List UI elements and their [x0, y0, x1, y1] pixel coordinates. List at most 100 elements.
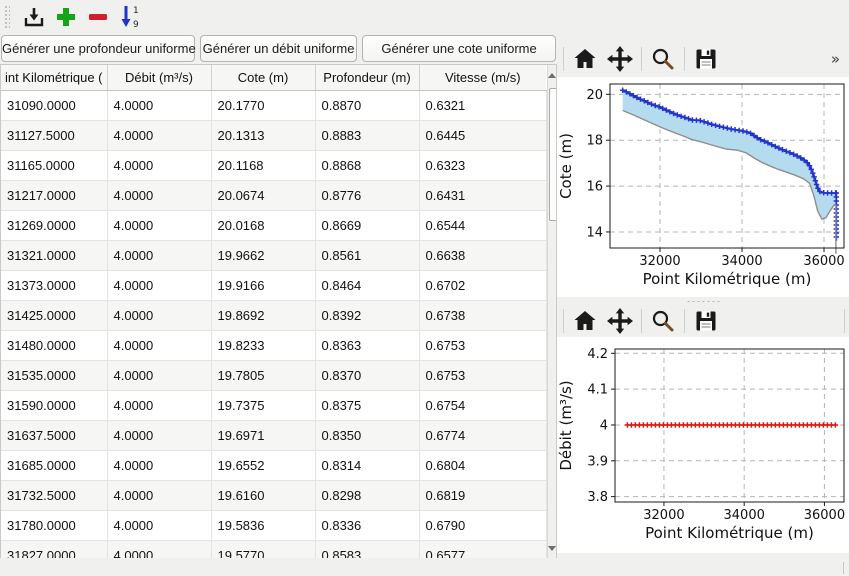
table-scrollbar[interactable]	[546, 65, 557, 558]
table-cell[interactable]: 19.7375	[211, 390, 316, 421]
table-cell[interactable]: 31373.0000	[1, 270, 108, 301]
table-cell[interactable]: 20.0674	[211, 180, 316, 211]
table-cell[interactable]: 20.1770	[211, 90, 316, 121]
table-cell[interactable]: 0.6323	[419, 150, 547, 181]
cote-chart-canvas[interactable]: 32000 34000 36000 14 16 18 20 Point Kilométriqu…	[557, 77, 849, 297]
table-cell[interactable]: 0.6702	[419, 270, 547, 301]
table-cell[interactable]: 0.8314	[315, 450, 420, 481]
table-cell[interactable]: 0.8370	[315, 360, 420, 391]
table-cell[interactable]: 0.6544	[419, 210, 547, 241]
chart1-pan-button[interactable]	[606, 45, 634, 73]
table-cell[interactable]: 0.6445	[419, 120, 547, 151]
generate-debit-button[interactable]: Générer un débit uniforme	[200, 35, 358, 62]
table-cell[interactable]: 31637.5000	[1, 420, 108, 451]
table-cell[interactable]: 0.6804	[419, 450, 547, 481]
table-cell[interactable]: 4.0000	[107, 360, 212, 391]
table-cell[interactable]: 0.6321	[419, 90, 547, 121]
column-header-0[interactable]: int Kilométrique (	[1, 65, 108, 91]
table-cell[interactable]: 31535.0000	[1, 360, 108, 391]
table-cell[interactable]: 0.8375	[315, 390, 420, 421]
table-cell[interactable]: 19.6971	[211, 420, 316, 451]
table-cell[interactable]: 4.0000	[107, 300, 212, 331]
table-cell[interactable]: 31217.0000	[1, 180, 108, 211]
table-cell[interactable]: 31685.0000	[1, 450, 108, 481]
table-cell[interactable]: 4.0000	[107, 420, 212, 451]
table-cell[interactable]: 19.9166	[211, 270, 316, 301]
table-cell[interactable]: 4.0000	[107, 180, 212, 211]
sort-rows-button[interactable]: 1 9	[114, 2, 146, 31]
table-cell[interactable]: 19.7805	[211, 360, 316, 391]
table-cell[interactable]: 31480.0000	[1, 330, 108, 361]
table-cell[interactable]: 19.5836	[211, 510, 316, 541]
table-cell[interactable]: 0.8669	[315, 210, 420, 241]
table-cell[interactable]: 19.9662	[211, 240, 316, 271]
add-row-button[interactable]	[50, 2, 82, 31]
table-cell[interactable]: 20.0168	[211, 210, 316, 241]
table-cell[interactable]: 0.6738	[419, 300, 547, 331]
import-table-button[interactable]	[18, 2, 50, 31]
column-header-2[interactable]: Cote (m)	[211, 65, 316, 91]
table-cell[interactable]: 19.8233	[211, 330, 316, 361]
toolbar-grip[interactable]	[3, 3, 10, 30]
column-header-1[interactable]: Débit (m³/s)	[107, 65, 212, 91]
table-cell[interactable]: 0.8350	[315, 420, 420, 451]
table-cell[interactable]: 0.8464	[315, 270, 420, 301]
table-cell[interactable]: 19.8692	[211, 300, 316, 331]
charts-splitter-handle[interactable]	[557, 297, 849, 304]
table-cell[interactable]: 31127.5000	[1, 120, 108, 151]
table-cell[interactable]: 0.8363	[315, 330, 420, 361]
chart2-pan-button[interactable]	[606, 307, 634, 335]
table-cell[interactable]: 20.1313	[211, 120, 316, 151]
table-cell[interactable]: 4.0000	[107, 240, 212, 271]
column-header-4[interactable]: Vitesse (m/s)	[419, 65, 546, 91]
table-cell[interactable]: 31827.0000	[1, 540, 108, 558]
table-cell[interactable]: 4.0000	[107, 150, 212, 181]
table-cell[interactable]: 0.8392	[315, 300, 420, 331]
table-cell[interactable]: 31590.0000	[1, 390, 108, 421]
table-cell[interactable]: 19.6160	[211, 480, 316, 511]
table-cell[interactable]: 0.8883	[315, 120, 420, 151]
table-cell[interactable]: 0.6753	[419, 360, 547, 391]
table-cell[interactable]: 0.6577	[419, 540, 547, 558]
table-cell[interactable]: 4.0000	[107, 480, 212, 511]
table-cell[interactable]: 31321.0000	[1, 240, 108, 271]
chart1-home-button[interactable]	[571, 45, 599, 73]
table-cell[interactable]: 0.8298	[315, 480, 420, 511]
table-cell[interactable]: 4.0000	[107, 270, 212, 301]
table-cell[interactable]: 0.8776	[315, 180, 420, 211]
table-cell[interactable]: 19.5770	[211, 540, 316, 558]
scroll-down-button[interactable]	[547, 538, 557, 558]
scroll-up-button[interactable]	[547, 65, 557, 85]
table-cell[interactable]: 4.0000	[107, 540, 212, 558]
table-cell[interactable]: 4.0000	[107, 120, 212, 151]
table-cell[interactable]: 0.6790	[419, 510, 547, 541]
table-cell[interactable]: 4.0000	[107, 390, 212, 421]
remove-row-button[interactable]	[82, 2, 114, 31]
chart2-home-button[interactable]	[571, 307, 599, 335]
table-cell[interactable]: 4.0000	[107, 210, 212, 241]
table-cell[interactable]: 4.0000	[107, 510, 212, 541]
table-cell[interactable]: 0.6754	[419, 390, 547, 421]
table-cell[interactable]: 31425.0000	[1, 300, 108, 331]
table-cell[interactable]: 0.6638	[419, 240, 547, 271]
table-cell[interactable]: 0.8561	[315, 240, 420, 271]
chart2-save-button[interactable]	[692, 307, 720, 335]
chart1-save-button[interactable]	[692, 45, 720, 73]
chart1-toolbar-overflow-button[interactable]: »	[830, 49, 840, 68]
table-cell[interactable]: 20.1168	[211, 150, 316, 181]
generate-profondeur-button[interactable]: Générer une profondeur uniforme	[1, 35, 196, 62]
debit-chart-canvas[interactable]: 32000 34000 36000 3.8 3.9 4 4.1 4.2 Point Kilomé…	[557, 337, 849, 553]
column-header-3[interactable]: Profondeur (m)	[315, 65, 420, 91]
table-cell[interactable]: 0.8583	[315, 540, 420, 558]
chart2-zoom-button[interactable]	[649, 307, 677, 335]
table-cell[interactable]: 0.6431	[419, 180, 547, 211]
table-cell[interactable]: 4.0000	[107, 90, 212, 121]
table-cell[interactable]: 19.6552	[211, 450, 316, 481]
generate-cote-button[interactable]: Générer une cote uniforme	[362, 35, 556, 62]
chart1-zoom-button[interactable]	[649, 45, 677, 73]
table-cell[interactable]: 4.0000	[107, 330, 212, 361]
table-cell[interactable]: 0.8336	[315, 510, 420, 541]
table-cell[interactable]: 0.6753	[419, 330, 547, 361]
table-cell[interactable]: 31165.0000	[1, 150, 108, 181]
table-cell[interactable]: 0.8870	[315, 90, 420, 121]
